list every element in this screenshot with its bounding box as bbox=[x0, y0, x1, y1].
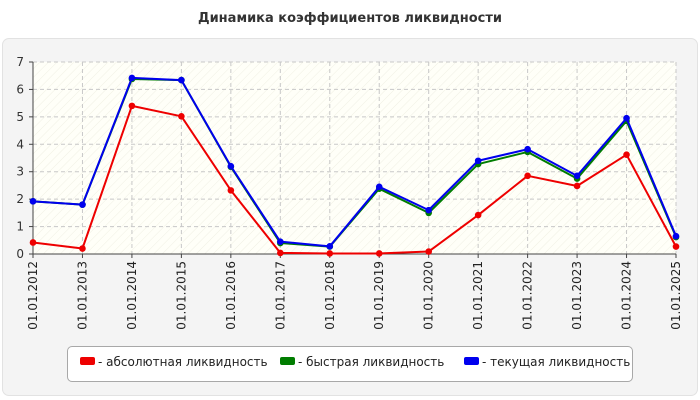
x-tick-label: 01.01.2014 bbox=[125, 261, 139, 330]
y-tick-label: 2 bbox=[16, 192, 24, 206]
series-1-point bbox=[672, 243, 680, 250]
x-tick-label: 01.01.2015 bbox=[174, 261, 188, 330]
x-tick-label: 01.01.2017 bbox=[273, 261, 287, 330]
series-1-point bbox=[573, 182, 581, 190]
series-3-point bbox=[474, 157, 482, 165]
x-tick-label: 01.01.2018 bbox=[323, 261, 337, 330]
series-3-point bbox=[128, 74, 136, 82]
x-tick-label: 01.01.2024 bbox=[620, 261, 634, 330]
series-1-point bbox=[425, 248, 432, 255]
series-1-point bbox=[524, 172, 531, 180]
series-1-point bbox=[623, 151, 630, 159]
legend-label-absolute: - абсолютная ликвидность bbox=[98, 355, 268, 369]
plot-area bbox=[33, 62, 676, 254]
legend-item-quick: - быстрая ликвидность bbox=[280, 355, 444, 369]
series-1-point bbox=[227, 187, 235, 194]
legend-item-current: - текущая ликвидность bbox=[464, 355, 630, 369]
chart-title: Динамика коэффициентов ликвидности bbox=[198, 11, 502, 26]
y-tick-label: 0 bbox=[16, 247, 24, 261]
series-3-point bbox=[524, 145, 531, 153]
x-tick-label: 01.01.2021 bbox=[471, 261, 485, 330]
series-3-point bbox=[178, 76, 185, 84]
y-tick-label: 3 bbox=[16, 165, 24, 179]
series-1-point bbox=[277, 249, 284, 257]
series-3-point bbox=[277, 238, 284, 245]
series-3-point bbox=[29, 198, 37, 205]
x-tick-label: 01.01.2023 bbox=[570, 261, 584, 330]
x-tick-label: 01.01.2019 bbox=[372, 261, 386, 330]
x-tick-label: 01.01.2020 bbox=[422, 261, 436, 330]
legend: - абсолютная ликвидность - быстрая ликви… bbox=[67, 346, 633, 382]
x-tick-label: 01.01.2016 bbox=[224, 261, 238, 330]
series-line-1 bbox=[32, 104, 677, 255]
series-3-point bbox=[227, 162, 235, 170]
y-tick-label: 4 bbox=[16, 137, 24, 151]
legend-item-absolute: - абсолютная ликвидность bbox=[80, 355, 268, 369]
legend-label-quick: - быстрая ликвидность bbox=[298, 355, 445, 369]
legend-swatch-current bbox=[464, 357, 479, 365]
y-tick-label: 7 bbox=[16, 55, 24, 69]
series-3-point bbox=[672, 232, 680, 240]
y-tick-label: 5 bbox=[16, 110, 24, 124]
series-1-point bbox=[79, 245, 86, 252]
x-tick-label: 01.01.2025 bbox=[669, 261, 683, 330]
series-3-point bbox=[375, 183, 383, 191]
series-1-point bbox=[474, 211, 482, 219]
series-3-point bbox=[573, 172, 581, 180]
x-tick-label: 01.01.2022 bbox=[521, 261, 535, 330]
series-1-point bbox=[178, 113, 185, 120]
series-3-point bbox=[79, 201, 86, 208]
series-1-point bbox=[326, 250, 334, 257]
y-tick-label: 1 bbox=[16, 220, 24, 234]
y-tick-label: 6 bbox=[16, 82, 24, 96]
series-3-point bbox=[326, 243, 334, 250]
series-1-point bbox=[29, 239, 37, 246]
legend-swatch-quick bbox=[280, 357, 295, 365]
legend-swatch-absolute bbox=[80, 357, 95, 365]
x-tick-label: 01.01.2013 bbox=[75, 261, 89, 330]
legend-label-current: - текущая ликвидность bbox=[482, 355, 631, 369]
series-3-point bbox=[425, 206, 432, 214]
series-3-point bbox=[623, 114, 630, 122]
series-1-point bbox=[375, 250, 383, 257]
x-tick-label: 01.01.2012 bbox=[26, 261, 40, 330]
series-1-point bbox=[128, 102, 136, 110]
series-line-3 bbox=[32, 76, 677, 248]
